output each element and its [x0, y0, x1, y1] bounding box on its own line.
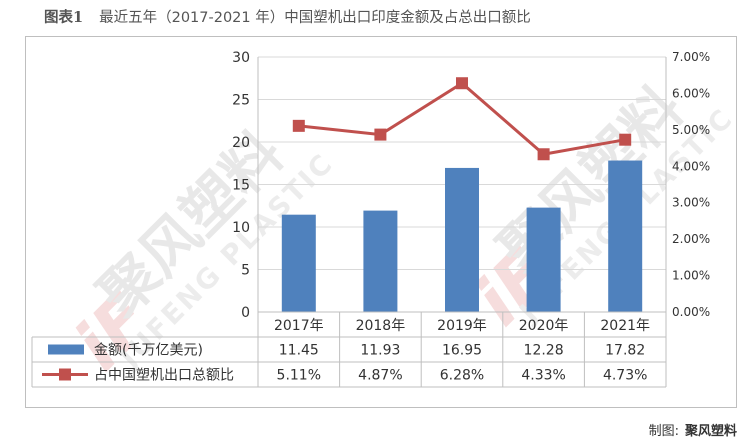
y-right-tick-label: 2.00% [672, 232, 710, 246]
y-right-tick-label: 7.00% [672, 50, 710, 64]
chart-frame: iF 聚风塑料 JUFENG PLASTIC iF 聚风塑料 JUFENG PLASTIC… [25, 36, 738, 408]
y-right-tick-label: 6.00% [672, 86, 710, 100]
y-left-tick-label: 20 [232, 135, 250, 151]
y-right-tick-label: 0.00% [672, 305, 710, 319]
credit-prefix: 制图: [648, 424, 679, 439]
bar [445, 167, 479, 312]
line-series [292, 77, 632, 161]
line-path [298, 81, 626, 156]
bar-data-label: 17.82 [605, 343, 645, 359]
legend-line-label: 占中国塑机出口总额比 [94, 368, 234, 384]
figure-label: 图表1 [44, 9, 84, 26]
bar [363, 210, 398, 312]
legend-bar-label: 金额(千万亿美元) [94, 343, 203, 359]
x-category-label: 2017年 [274, 318, 324, 334]
bar [281, 214, 316, 312]
line-data-label: 6.28% [440, 368, 484, 384]
y-right-tick-label: 1.00% [672, 269, 710, 283]
y-right-tick-label: 4.00% [672, 159, 710, 173]
credit-name: 聚风塑料 [684, 424, 737, 439]
y-right-tick-label: 5.00% [672, 123, 710, 137]
y-left-tick-label: 0 [241, 305, 250, 321]
y-left-tick-label: 15 [232, 178, 250, 194]
bar-data-label: 11.93 [360, 343, 400, 359]
y-left-tick-label: 10 [232, 220, 250, 236]
bar-series [281, 160, 643, 312]
bar-data-label: 12.28 [524, 343, 564, 359]
line-marker [374, 128, 387, 141]
bar-data-label: 11.45 [279, 343, 319, 359]
x-category-label: 2020年 [519, 318, 569, 334]
line-marker [537, 148, 550, 161]
chart-credit: 制图: 聚风塑料 [649, 420, 737, 439]
legend-bar-swatch [48, 344, 84, 355]
line-marker [619, 133, 632, 146]
line-data-label: 4.87% [358, 368, 402, 384]
y-left-tick-label: 30 [232, 50, 250, 66]
bar-data-label: 16.95 [442, 343, 482, 359]
line-data-label: 4.73% [603, 368, 647, 384]
y-right-tick-label: 3.00% [672, 196, 710, 210]
line-marker [456, 77, 468, 90]
x-category-label: 2021年 [600, 318, 650, 334]
axes: 0 5 10 15 20 25 30 0.00% 1.00% 2.00% 3.00% 4.00% 5.0… [232, 50, 710, 321]
y-left-tick-label: 5 [241, 263, 250, 279]
line-data-label: 5.11% [277, 368, 321, 384]
y-left-tick-label: 25 [232, 93, 250, 109]
legend-line-marker [59, 368, 71, 381]
figure-title: 图表1 最近五年（2017-2021 年）中国塑机出口印度金额及占总出口额比 [44, 6, 531, 27]
bar [526, 207, 561, 312]
bar [608, 160, 643, 312]
line-marker [292, 119, 305, 132]
x-category-label: 2018年 [356, 318, 406, 334]
x-category-label: 2019年 [437, 318, 487, 334]
line-data-label: 4.33% [521, 368, 565, 384]
figure-title-text: 最近五年（2017-2021 年）中国塑机出口印度金额及占总出口额比 [99, 10, 531, 26]
